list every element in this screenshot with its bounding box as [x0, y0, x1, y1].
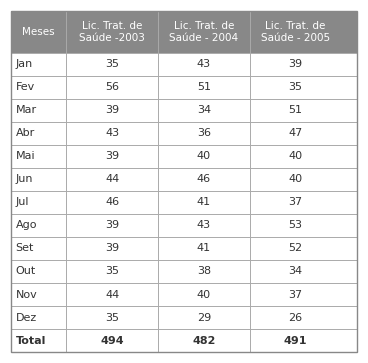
Text: Mai: Mai — [15, 151, 35, 161]
Text: 494: 494 — [100, 335, 124, 346]
Text: 36: 36 — [197, 128, 211, 138]
Text: Lic. Trat. de
Saúde - 2004: Lic. Trat. de Saúde - 2004 — [169, 21, 238, 43]
Text: 44: 44 — [105, 174, 119, 184]
Text: 482: 482 — [192, 335, 216, 346]
Text: Ago: Ago — [15, 220, 37, 231]
Text: Mar: Mar — [15, 105, 36, 115]
Text: Total: Total — [15, 335, 46, 346]
Text: 51: 51 — [289, 105, 302, 115]
Text: Nov: Nov — [15, 290, 37, 299]
Text: Out: Out — [15, 266, 36, 277]
Text: 41: 41 — [197, 244, 211, 253]
Bar — [11, 11, 357, 53]
Text: 40: 40 — [289, 174, 302, 184]
Text: 37: 37 — [289, 197, 302, 207]
Text: 51: 51 — [197, 82, 211, 92]
Text: Jul: Jul — [15, 197, 29, 207]
Text: 47: 47 — [289, 128, 303, 138]
Text: 43: 43 — [197, 59, 211, 69]
Text: 491: 491 — [284, 335, 307, 346]
Text: 40: 40 — [197, 290, 211, 299]
Text: 39: 39 — [105, 244, 119, 253]
Text: 52: 52 — [289, 244, 302, 253]
Text: 40: 40 — [197, 151, 211, 161]
Text: 35: 35 — [289, 82, 302, 92]
Text: 40: 40 — [289, 151, 302, 161]
Text: 56: 56 — [105, 82, 119, 92]
Text: Fev: Fev — [15, 82, 35, 92]
Text: 46: 46 — [105, 197, 119, 207]
Text: 37: 37 — [289, 290, 302, 299]
Text: Jan: Jan — [15, 59, 33, 69]
Text: 35: 35 — [105, 59, 119, 69]
Text: Jun: Jun — [15, 174, 33, 184]
Text: 39: 39 — [289, 59, 302, 69]
Text: Set: Set — [15, 244, 34, 253]
Text: 34: 34 — [289, 266, 302, 277]
Text: Meses: Meses — [22, 27, 55, 37]
Text: Dez: Dez — [15, 313, 37, 323]
Text: 46: 46 — [197, 174, 211, 184]
Text: 35: 35 — [105, 266, 119, 277]
Text: Lic. Trat. de
Saúde - 2005: Lic. Trat. de Saúde - 2005 — [261, 21, 330, 43]
Text: 43: 43 — [197, 220, 211, 231]
Text: 53: 53 — [289, 220, 302, 231]
Text: 39: 39 — [105, 220, 119, 231]
Text: 29: 29 — [197, 313, 211, 323]
Text: Lic. Trat. de
Saúde -2003: Lic. Trat. de Saúde -2003 — [79, 21, 145, 43]
Text: 43: 43 — [105, 128, 119, 138]
Text: 35: 35 — [105, 313, 119, 323]
Text: 34: 34 — [197, 105, 211, 115]
Text: 44: 44 — [105, 290, 119, 299]
Text: 39: 39 — [105, 151, 119, 161]
Text: 41: 41 — [197, 197, 211, 207]
Text: Abr: Abr — [15, 128, 35, 138]
Text: 26: 26 — [289, 313, 302, 323]
Text: 39: 39 — [105, 105, 119, 115]
Text: 38: 38 — [197, 266, 211, 277]
